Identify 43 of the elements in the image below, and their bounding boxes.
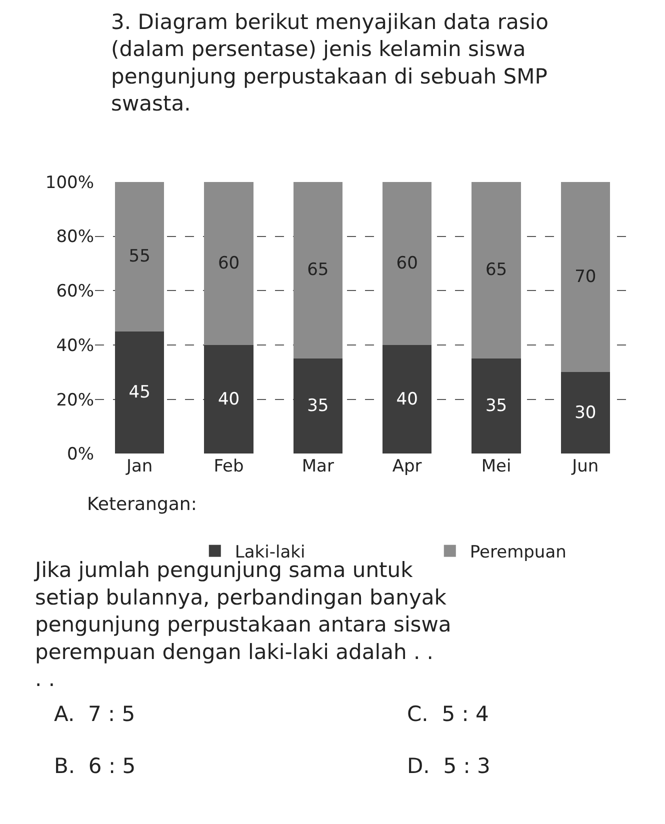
y-tick-label: 80% xyxy=(56,227,94,248)
legend-title: Keterangan: xyxy=(87,494,197,515)
bar xyxy=(115,182,164,332)
data-label: 70 xyxy=(574,267,596,288)
y-tick-label: 40% xyxy=(56,336,94,356)
legend-label: Perempuan xyxy=(470,542,566,562)
bar xyxy=(560,372,610,454)
y-tick-label: 0% xyxy=(67,444,94,465)
data-label: 30 xyxy=(574,402,596,423)
y-tick-label: 100% xyxy=(45,172,94,193)
bar xyxy=(204,182,254,345)
bar xyxy=(472,358,521,454)
data-label: 55 xyxy=(128,246,150,267)
text: C. 5 : 4 xyxy=(407,702,489,726)
data-label: 65 xyxy=(485,260,508,280)
data-label: 40 xyxy=(396,389,418,410)
x-tick-label: Jan xyxy=(125,456,153,477)
bar xyxy=(293,358,342,454)
bar xyxy=(204,344,254,454)
data-label: 35 xyxy=(485,396,508,416)
data-label: 40 xyxy=(218,389,240,410)
y-tick-label: 20% xyxy=(56,390,94,410)
data-label: 45 xyxy=(128,382,150,403)
bar xyxy=(382,344,432,454)
bar xyxy=(560,182,610,372)
data-label: 65 xyxy=(307,260,329,280)
bar xyxy=(382,182,432,345)
x-tick-label: Feb xyxy=(214,456,244,477)
data-label: 60 xyxy=(218,253,240,274)
data-label: 60 xyxy=(396,253,418,274)
x-tick-label: Apr xyxy=(392,456,422,477)
text: D. 5 : 3 xyxy=(407,754,490,778)
text: B. 6 : 5 xyxy=(54,754,136,778)
x-tick-label: Mei xyxy=(481,456,512,477)
chart-title: 3. Diagram berikut menyajikan data rasio (dalam persentase) jenis kelamin siswa pengunjung perpustakaan di sebuah SMP swasta. xyxy=(111,10,548,116)
bar xyxy=(293,182,342,359)
text: A. 7 : 5 xyxy=(54,702,136,726)
bar xyxy=(115,331,164,454)
y-tick-label: 60% xyxy=(56,282,94,302)
bar xyxy=(472,182,521,359)
x-tick-label: Jun xyxy=(571,456,599,477)
data-label: 35 xyxy=(307,396,329,416)
x-tick-label: Mar xyxy=(302,456,334,477)
